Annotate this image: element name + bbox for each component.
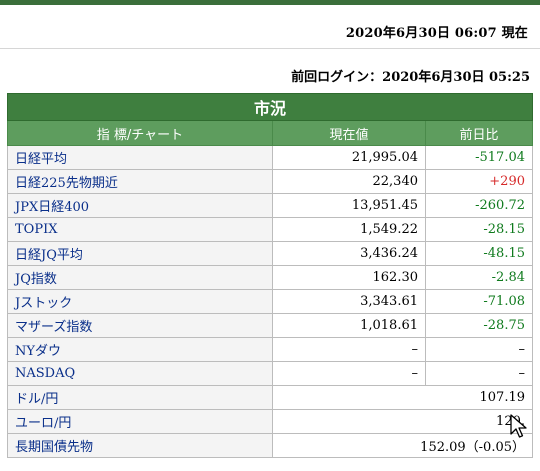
header-divider (0, 48, 540, 49)
fx-value: 152.09（-0.05） (272, 433, 533, 458)
change-value: -71.08 (425, 289, 533, 314)
change-value: -28.15 (425, 217, 533, 242)
change-value: -48.15 (425, 241, 533, 266)
indicator-link[interactable]: ドル/円 (7, 385, 273, 410)
indicator-link[interactable]: 日経平均 (7, 145, 273, 170)
change-value: -517.04 (425, 145, 533, 170)
column-header-indicator: 指 標/チャート (7, 120, 273, 146)
indicator-link[interactable]: NASDAQ (7, 361, 273, 386)
change-value: – (425, 361, 533, 386)
change-value: +290 (425, 169, 533, 194)
indicator-link[interactable]: TOPIX (7, 217, 273, 242)
current-value: 22,340 (272, 169, 426, 194)
market-row: NYダウ – – (7, 337, 533, 362)
market-row: JPX日経400 13,951.45 -260.72 (7, 193, 533, 218)
change-value: – (425, 337, 533, 362)
top-accent-bar (0, 0, 540, 5)
indicator-link[interactable]: 日経225先物期近 (7, 169, 273, 194)
market-table: 市況 指 標/チャート 現在値 前日比 日経平均 21,995.04 -517.04… (7, 93, 533, 458)
indicator-link[interactable]: マザーズ指数 (7, 313, 273, 338)
change-value: -260.72 (425, 193, 533, 218)
market-row: Jストック 3,343.61 -71.08 (7, 289, 533, 314)
indicator-link[interactable]: 日経JQ平均 (7, 241, 273, 266)
market-row: 日経平均 21,995.04 -517.04 (7, 145, 533, 170)
fx-row: ドル/円 107.19 (7, 385, 533, 410)
column-header-current: 現在値 (272, 120, 426, 146)
current-value: – (272, 361, 426, 386)
indicator-link[interactable]: Jストック (7, 289, 273, 314)
current-value: 1,549.22 (272, 217, 426, 242)
mouse-pointer-icon (510, 414, 527, 438)
fx-row: 長期国債先物 152.09（-0.05） (7, 433, 533, 458)
fx-value: 120. (272, 409, 533, 434)
market-title-row: 市況 (7, 93, 533, 121)
market-title: 市況 (7, 93, 533, 121)
change-value: -28.75 (425, 313, 533, 338)
current-value: 3,436.24 (272, 241, 426, 266)
current-value: 162.30 (272, 265, 426, 290)
indicator-link[interactable]: ユーロ/円 (7, 409, 273, 434)
current-value: 1,018.61 (272, 313, 426, 338)
market-row: JQ指数 162.30 -2.84 (7, 265, 533, 290)
indicator-link[interactable]: JPX日経400 (7, 193, 273, 218)
fx-row: ユーロ/円120. (7, 409, 533, 434)
change-value: -2.84 (425, 265, 533, 290)
current-timestamp: 2020年6月30日 06:07 現在 (345, 26, 528, 41)
market-row: 日経225先物期近 22,340 +290 (7, 169, 533, 194)
current-value: 3,343.61 (272, 289, 426, 314)
market-row: TOPIX 1,549.22 -28.15 (7, 217, 533, 242)
market-row: NASDAQ – – (7, 361, 533, 386)
current-value: – (272, 337, 426, 362)
market-row: マザーズ指数 1,018.61 -28.75 (7, 313, 533, 338)
current-value: 21,995.04 (272, 145, 426, 170)
indicator-link[interactable]: NYダウ (7, 337, 273, 362)
indicator-link[interactable]: 長期国債先物 (7, 433, 273, 458)
market-body: 日経平均 21,995.04 -517.04 日経225先物期近 22,340 +290 J… (7, 145, 533, 386)
last-login-time: 前回ログイン：2020年6月30日 05:25 (291, 70, 530, 85)
current-value: 13,951.45 (272, 193, 426, 218)
market-row: 日経JQ平均 3,436.24 -48.15 (7, 241, 533, 266)
fx-value: 107.19 (272, 385, 533, 410)
indicator-link[interactable]: JQ指数 (7, 265, 273, 290)
market-header-row: 指 標/チャート 現在値 前日比 (7, 120, 533, 146)
column-header-change: 前日比 (425, 120, 533, 146)
